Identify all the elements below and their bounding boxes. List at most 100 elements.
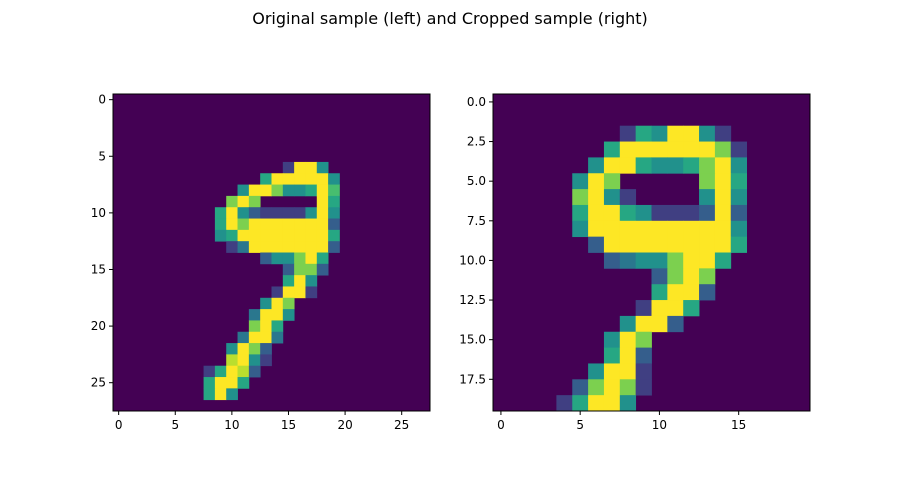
heatmap-cell [619,220,637,238]
heatmap-cell [683,220,700,238]
y-tick-label: 0.0 [467,95,486,109]
heatmap-cell [271,207,284,219]
heatmap-cell [635,379,652,396]
heatmap-cell [635,347,652,364]
heatmap-cell [294,184,306,197]
heatmap-cell [260,331,272,344]
heatmap-cell [226,365,238,378]
heatmap-cell [271,173,284,185]
x-tick-label: 15 [281,418,296,432]
heatmap-cell [730,157,747,174]
heatmap-cell [237,229,250,242]
heatmap-cell [635,236,652,253]
heatmap-cell [316,173,329,185]
heatmap-cell [651,157,668,174]
heatmap-cell [714,157,732,174]
heatmap-cell [730,220,747,238]
heatmap-cell [603,395,621,412]
heatmap-cell [248,229,261,242]
heatmap-cell [730,173,747,190]
heatmap-cell [619,252,637,269]
heatmap-cell [226,241,238,253]
heatmap-cell [260,207,272,219]
y-tick-label: 10.0 [459,253,486,267]
heatmap-cell [237,377,250,389]
heatmap-cell [603,331,621,348]
heatmap-cell [226,229,238,242]
heatmap-cell [248,331,261,344]
heatmap-cell [714,220,732,238]
heatmap-cell [237,207,250,219]
x-tick-label: 5 [171,418,179,432]
heatmap-cell [556,395,573,412]
heatmap-cell [260,173,272,185]
y-tick-label: 15.0 [459,333,486,347]
heatmap-cell [305,252,318,265]
heatmap-cell [635,300,652,317]
heatmap-cell [226,377,238,389]
heatmap-cell [226,218,238,231]
heatmap-cell [226,354,238,367]
heatmap-cell [305,263,318,276]
heatmap-cell [619,157,637,174]
heatmap-cell [294,229,306,242]
heatmap-cell [226,343,238,355]
heatmap-cell [226,195,238,208]
heatmap-cell [305,173,318,185]
y-tick-label: 10 [91,206,106,220]
heatmap-cell [667,157,684,174]
heatmap-cell [226,388,238,401]
heatmap-cell [237,195,250,208]
y-tick-label: 0 [98,93,106,107]
heatmap-cell [651,268,668,285]
heatmap-cell [603,347,621,364]
heatmap-cell [603,220,621,238]
heatmap-cell [635,363,652,380]
heatmap-cell [635,204,652,222]
heatmap-cell [683,300,700,317]
heatmap-cell [667,125,684,142]
heatmap-cell [282,275,295,287]
heatmap-cell [667,268,684,285]
heatmap-cell [572,173,589,190]
heatmap-cell [328,229,340,242]
cropped-sample-panel: 0 5 10 15 0.0 2.5 5.0 7.5 10.0 12.5 15.0 17.5 [459,93,811,432]
heatmap-cell [282,207,295,219]
heatmap-cell [316,195,329,208]
heatmap-cell [282,218,295,231]
heatmap-cell [260,241,272,253]
heatmap-cell [619,315,637,333]
heatmap-cell [667,220,684,238]
heatmap-cell [588,157,605,174]
heatmap-cell [214,229,227,242]
heatmap-cell [603,141,621,158]
heatmap-cell [260,320,272,333]
x-tick-label: 20 [337,418,352,432]
heatmap-cell [730,189,747,206]
heatmap-cell [305,184,318,197]
heatmap-cell [260,309,272,321]
heatmap-cell [619,347,637,364]
heatmap-cell [699,252,716,269]
heatmap-cell [282,161,295,174]
x-tick-label: 5 [576,418,584,432]
heatmap-cell [271,331,284,344]
heatmap-cell [588,379,605,396]
heatmap-cell [237,365,250,378]
heatmap-cell [260,252,272,265]
heatmap-cell [237,343,250,355]
heatmap-cell [619,204,637,222]
heatmap-cell [651,220,668,238]
heatmap-cell [572,220,589,238]
heatmap-cell [683,236,700,253]
heatmap-cell [328,218,340,231]
heatmap-cell [699,268,716,285]
heatmap-cell [248,343,261,355]
heatmap-cell [271,252,284,265]
heatmap-cell [667,141,684,158]
heatmap-cell [294,161,306,174]
heatmap-cell [328,184,340,197]
heatmap-cell [282,286,295,299]
heatmap-cell [683,284,700,301]
heatmap-cell [271,184,284,197]
